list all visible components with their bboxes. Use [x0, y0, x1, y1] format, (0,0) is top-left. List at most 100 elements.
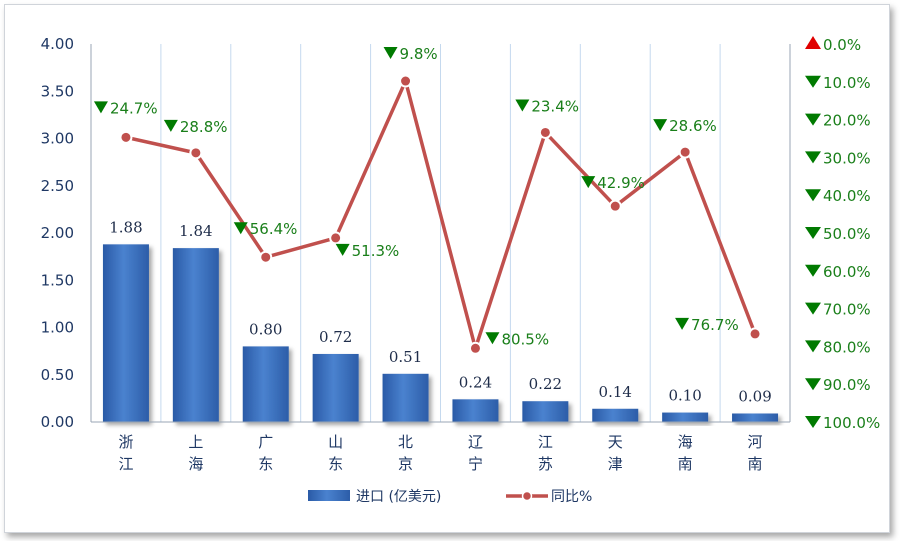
line-point	[608, 199, 622, 213]
category-label-char: 上	[188, 433, 203, 451]
category-label-char: 海	[678, 433, 693, 451]
y-right-tick-label: 40.0%	[823, 187, 871, 205]
y-right-tick-label: 100.0%	[823, 414, 880, 432]
percent-label: 42.9%	[581, 174, 645, 192]
percent-label-text: 28.8%	[180, 118, 228, 136]
category-label-char: 江	[118, 455, 133, 473]
legend-label-line: 同比%	[551, 489, 592, 505]
bar-value-label: 0.51	[389, 348, 422, 366]
line-point	[399, 74, 413, 88]
category-label-char: 苏	[538, 455, 553, 473]
category-label-char: 南	[678, 455, 693, 473]
category-label-char: 河	[748, 433, 763, 451]
bar	[102, 244, 149, 422]
bar	[172, 248, 219, 422]
line-point	[678, 145, 692, 159]
bar	[732, 413, 779, 422]
bar-value-label: 0.09	[738, 387, 771, 405]
percent-label: 56.4%	[233, 220, 298, 238]
y-right-tick-label: 70.0%	[823, 301, 871, 319]
down-triangle-icon	[93, 101, 108, 114]
category-label: 北京	[398, 433, 413, 473]
category-label: 河南	[748, 433, 763, 473]
percent-label-text: 24.7%	[110, 99, 158, 117]
percent-label: 9.8%	[383, 45, 438, 63]
up-triangle-icon	[805, 36, 821, 49]
bar	[382, 373, 429, 422]
down-triangle-icon	[805, 302, 821, 315]
line-point	[119, 130, 133, 144]
y-right-tick-label: 20.0%	[823, 112, 871, 130]
down-triangle-icon	[515, 99, 530, 112]
percent-label-text: 76.7%	[691, 316, 739, 334]
down-triangle-icon	[335, 243, 350, 256]
y-right-tick-label: 30.0%	[823, 149, 871, 167]
category-label-char: 东	[328, 455, 343, 473]
y-left-tick-label: 3.50	[41, 82, 74, 100]
y-left-tick-label: 0.00	[41, 413, 74, 431]
percent-label: 28.8%	[163, 118, 228, 136]
bar-value-label: 0.72	[319, 328, 352, 346]
down-triangle-icon	[581, 176, 596, 189]
down-triangle-icon	[805, 340, 821, 353]
down-triangle-icon	[233, 222, 248, 235]
bar	[312, 353, 359, 422]
percent-label-text: 23.4%	[531, 97, 579, 115]
bar-value-label: 0.24	[459, 373, 492, 391]
down-triangle-icon	[805, 75, 821, 88]
line-point	[259, 250, 273, 264]
data-labels: 1.88 1.84 0.80 0.72 0.51 0.24 0.22 0.14 0.10 0.09…	[93, 45, 772, 405]
bar	[592, 408, 639, 422]
down-triangle-icon	[163, 119, 178, 132]
down-triangle-icon	[485, 332, 500, 345]
percent-label-text: 51.3%	[352, 242, 400, 260]
bar	[452, 399, 499, 422]
bar	[662, 412, 709, 422]
category-label-char: 宁	[468, 455, 483, 473]
category-label-char: 海	[188, 455, 203, 473]
bar	[522, 401, 569, 422]
down-triangle-icon	[805, 227, 821, 239]
percent-label: 24.7%	[93, 99, 158, 117]
y-left-tick-label: 1.00	[41, 319, 74, 337]
category-label: 江苏	[538, 433, 553, 473]
down-triangle-icon	[805, 378, 821, 391]
category-label-char: 浙	[118, 433, 133, 451]
category-label: 海南	[678, 433, 693, 473]
category-label: 山东	[328, 433, 343, 473]
percent-label: 28.6%	[653, 117, 717, 135]
legend-swatch-bar	[308, 490, 350, 501]
category-label-char: 南	[748, 455, 763, 473]
category-label-char: 天	[608, 433, 623, 451]
line-point	[748, 327, 762, 341]
percent-label: 23.4%	[515, 97, 579, 115]
category-label-char: 北	[398, 433, 413, 451]
category-label: 辽宁	[468, 433, 483, 473]
legend: 进口 (亿美元) 同比%	[308, 489, 592, 505]
y-right-tick-label: 0.0%	[823, 36, 861, 54]
down-triangle-icon	[805, 416, 821, 428]
bar-value-label: 0.10	[668, 387, 701, 405]
category-label-char: 东	[258, 455, 273, 473]
line-point	[329, 231, 343, 245]
down-triangle-icon	[805, 264, 821, 277]
percent-label-text: 56.4%	[250, 220, 298, 238]
bar-series	[102, 244, 779, 422]
down-triangle-icon	[805, 151, 821, 164]
line-path	[125, 79, 757, 351]
legend-marker	[521, 490, 533, 502]
percent-label-text: 28.6%	[669, 117, 717, 135]
category-label: 上海	[188, 433, 203, 473]
bar-value-label: 1.88	[109, 218, 142, 236]
line-point	[189, 146, 203, 160]
y-right-tick-label: 90.0%	[823, 376, 871, 394]
chart-frame	[4, 4, 890, 533]
line-point	[468, 341, 482, 355]
down-triangle-icon	[383, 47, 398, 60]
category-label: 天津	[608, 433, 623, 473]
down-triangle-icon	[653, 119, 668, 132]
category-label-char: 江	[538, 433, 553, 451]
y-left-tick-label: 3.00	[41, 130, 74, 148]
y-left-tick-label: 1.50	[41, 271, 74, 289]
